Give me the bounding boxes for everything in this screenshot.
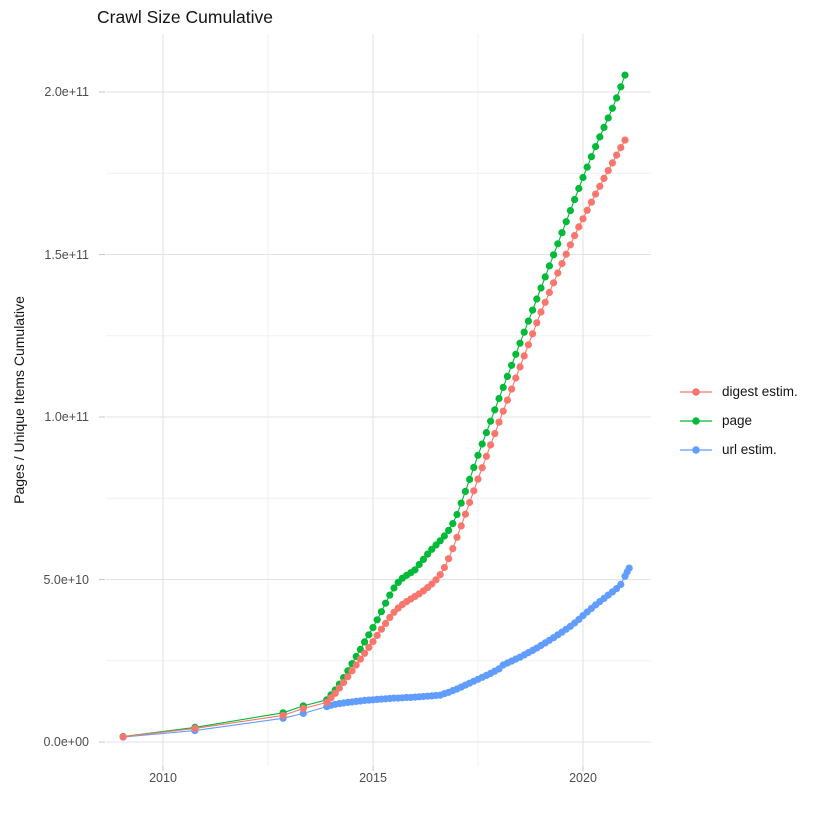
y-tick-label: 0.0e+00: [43, 735, 89, 749]
legend-item-url-estim: url estim.: [679, 435, 798, 464]
y-tick-label: 1.5e+11: [44, 247, 89, 262]
x-tick-label: 2010: [149, 771, 177, 785]
y-axis-title: Pages / Unique Items Cumulative: [11, 296, 27, 504]
y-tick-label: 5.0e+10: [43, 572, 89, 587]
legend-label: page: [722, 413, 753, 428]
legend-label: digest estim.: [722, 384, 798, 399]
legend-key-digest-estim: [680, 387, 712, 396]
legend-label: url estim.: [722, 442, 777, 457]
series-page: [119, 71, 629, 741]
axis-ticks: [99, 91, 584, 771]
legend-item-digest-estim: digest estim.: [679, 377, 798, 406]
y-tick-label: 2.0e+11: [44, 85, 89, 99]
legend-key-page: [680, 416, 712, 425]
legend-item-page: page: [679, 406, 798, 435]
series-digest-estim: [119, 136, 629, 741]
series-url-estim: [119, 564, 633, 741]
grid-major: [106, 34, 651, 766]
x-tick-label: 2015: [359, 771, 387, 785]
chart-title: Crawl Size Cumulative: [97, 7, 274, 27]
y-tick-label: 1.0e+11: [44, 410, 89, 424]
x-tick-label: 2020: [569, 771, 597, 785]
legend-key-url-estim: [680, 445, 712, 454]
legend: digest estim. page url estim.: [679, 377, 798, 464]
grid-minor: [106, 34, 651, 766]
